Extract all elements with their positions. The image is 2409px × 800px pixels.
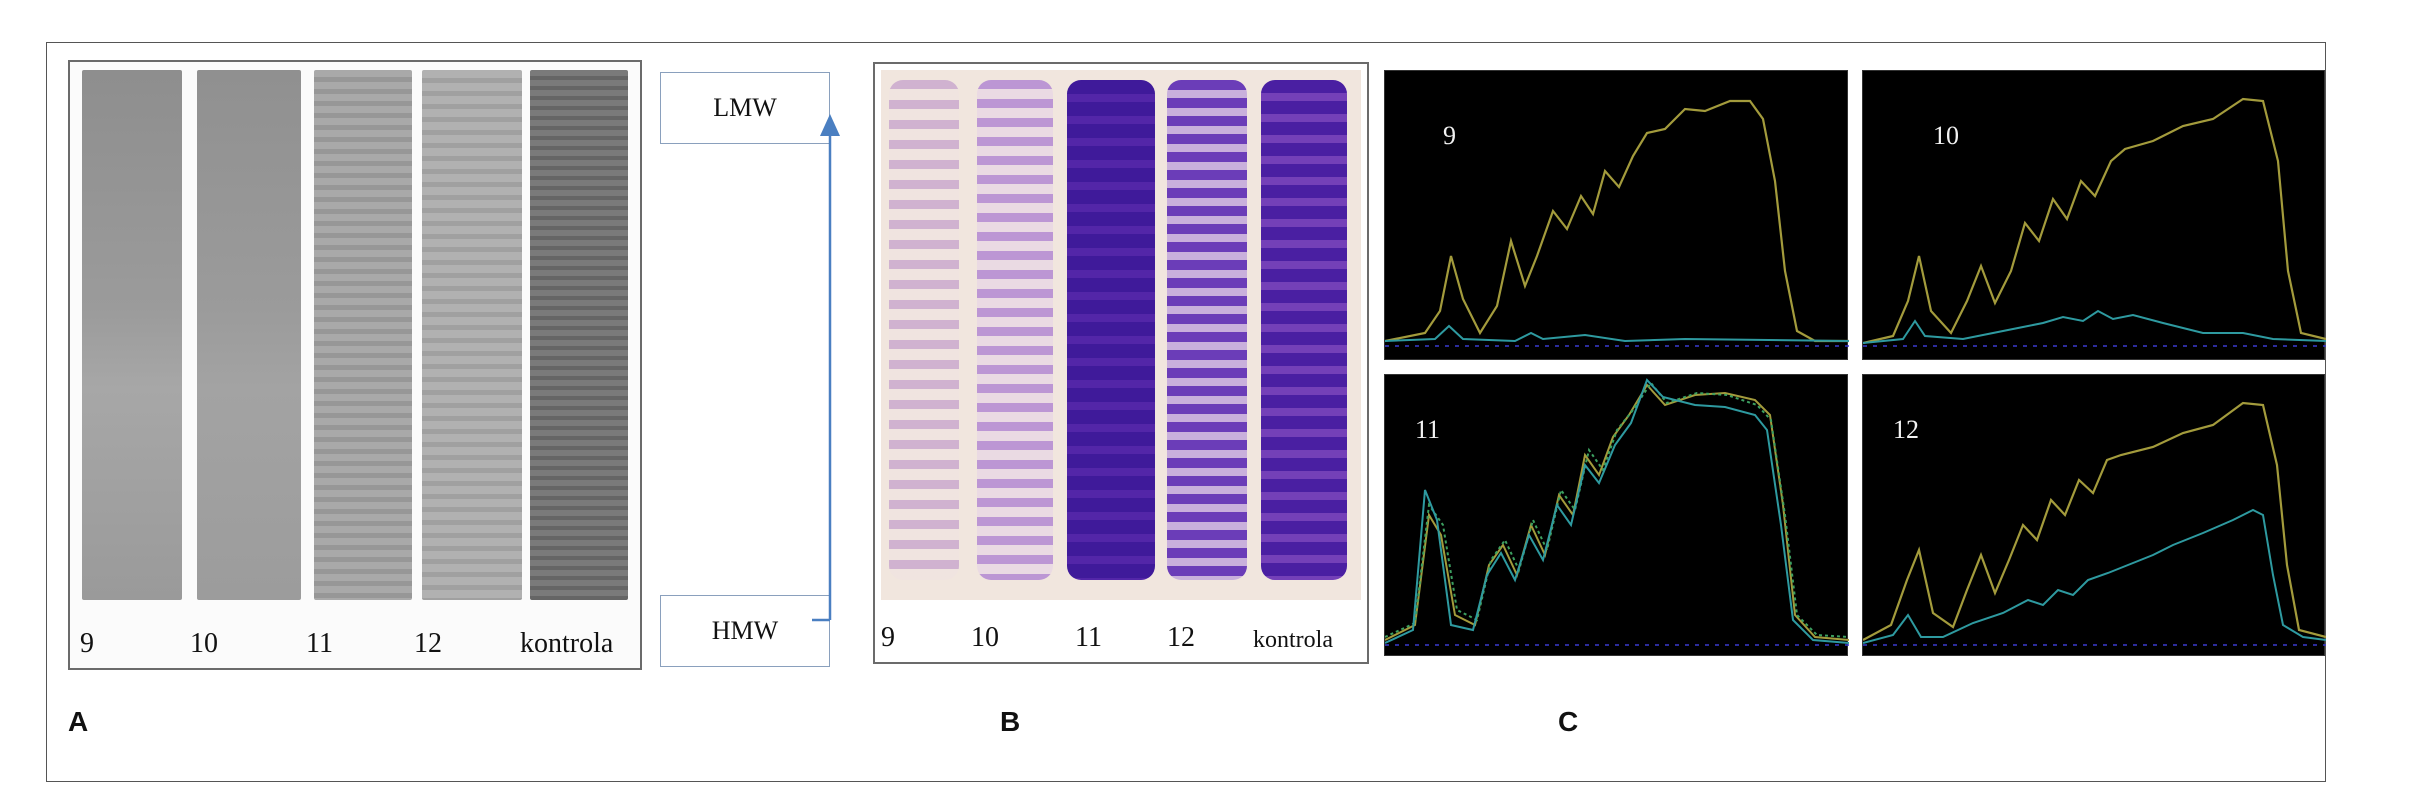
gel-b-lane-kontrola: [1261, 80, 1347, 580]
gel-b-lane-10: [977, 80, 1053, 580]
lmw-marker-box: LMW: [660, 72, 830, 144]
hmw-marker-box: HMW: [660, 595, 830, 667]
gel-a-lane-10: [197, 70, 301, 600]
trace-panel-12: 12: [1862, 374, 2327, 656]
trace-12-teal-curve: [1862, 508, 2327, 644]
gel-b-label-kontrola: kontrola: [1253, 627, 1333, 653]
gel-a-label-10: 10: [190, 628, 218, 659]
gel-b-label-9: 9: [881, 622, 895, 653]
lmw-marker-label: LMW: [713, 93, 777, 122]
gel-a-label-kontrola: kontrola: [520, 628, 614, 659]
trace-9-plot: [1384, 99, 1850, 347]
trace-panel-10: 10: [1862, 70, 2327, 360]
trace-10-plot: [1862, 97, 2327, 347]
gel-a-lane-12: [422, 70, 522, 600]
trace-11-plot: [1384, 378, 1850, 646]
gel-a-lane-labels: 9 10 11 12 kontrola: [70, 620, 640, 664]
trace-11-teal-curve: [1384, 378, 1850, 644]
trace-10-teal-curve: [1862, 309, 2327, 344]
gel-b-lane-12: [1167, 80, 1247, 580]
trace-9-olive-curve: [1384, 99, 1849, 343]
gel-a-lane-kontrola: [530, 70, 628, 600]
gel-a-lane-11: [314, 70, 412, 600]
panel-letter-c: C: [1558, 706, 1579, 737]
gel-b-label-10: 10: [971, 622, 999, 653]
panel-letter-b: B: [1000, 706, 1021, 737]
panel-a-gel: 9 10 11 12 kontrola: [68, 60, 642, 670]
trace-11-label: 11: [1415, 415, 1441, 444]
gel-b-label-12: 12: [1167, 622, 1195, 653]
trace-9-label: 9: [1443, 121, 1456, 150]
gel-b-lane-labels: 9 10 11 12 kontrola: [875, 614, 1367, 658]
trace-12-label: 12: [1893, 415, 1919, 444]
trace-panel-11: 11: [1384, 374, 1850, 656]
gel-b-lane-9: [889, 80, 959, 580]
gel-b-lane-11: [1067, 80, 1155, 580]
trace-11-green-curve: [1384, 381, 1850, 638]
trace-10-label: 10: [1933, 121, 1959, 150]
hmw-marker-label: HMW: [711, 616, 779, 645]
trace-9-teal-curve: [1384, 324, 1850, 343]
panel-b-gel: 9 10 11 12 kontrola: [873, 62, 1369, 664]
panel-letter-a: A: [68, 706, 89, 737]
gel-a-label-11: 11: [306, 628, 333, 659]
gel-b-background: [881, 70, 1361, 600]
migration-arrow-head: [820, 114, 840, 136]
trace-11-olive-curve: [1384, 383, 1850, 641]
trace-panel-9: 9: [1384, 70, 1850, 360]
trace-12-plot: [1862, 401, 2327, 646]
gel-a-label-12: 12: [414, 628, 442, 659]
trace-12-olive-curve: [1862, 401, 2327, 641]
trace-10-olive-curve: [1862, 97, 2327, 345]
migration-arrow: [812, 114, 840, 622]
gel-b-label-11: 11: [1075, 622, 1102, 653]
gel-a-label-9: 9: [80, 628, 94, 659]
gel-a-lane-9: [82, 70, 182, 600]
